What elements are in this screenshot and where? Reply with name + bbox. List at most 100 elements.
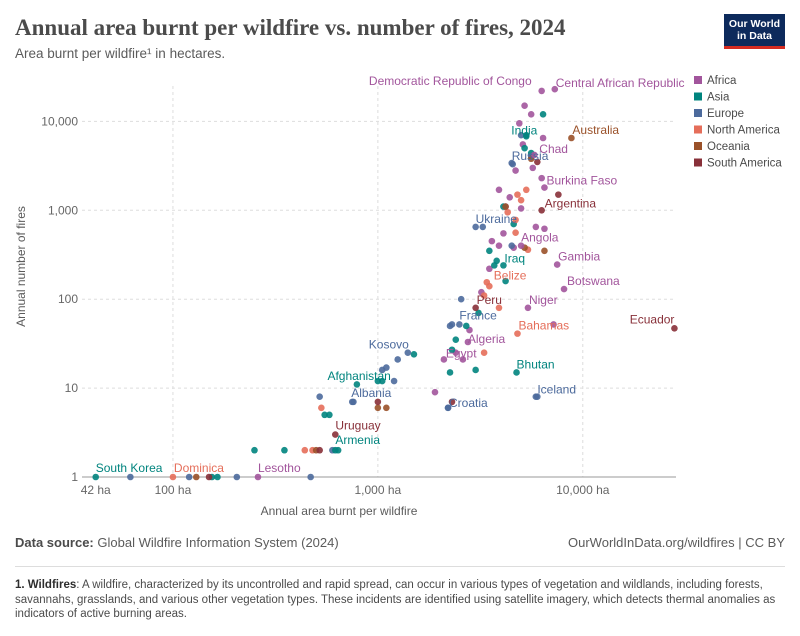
- data-point[interactable]: [457, 295, 465, 303]
- data-point[interactable]: [301, 446, 309, 454]
- data-point[interactable]: [321, 411, 328, 419]
- data-point[interactable]: [495, 242, 503, 249]
- data-point[interactable]: [534, 158, 541, 166]
- data-point[interactable]: [539, 134, 547, 142]
- legend-swatch[interactable]: [694, 76, 702, 84]
- data-point[interactable]: [486, 247, 493, 255]
- legend-label[interactable]: Europe: [707, 108, 744, 120]
- legend-swatch[interactable]: [694, 125, 702, 134]
- data-point[interactable]: [446, 369, 454, 376]
- data-point[interactable]: [506, 193, 514, 201]
- data-point[interactable]: [479, 223, 487, 231]
- data-point[interactable]: [281, 446, 288, 454]
- data-point[interactable]: [500, 262, 507, 269]
- data-point[interactable]: [185, 473, 193, 481]
- data-point[interactable]: [490, 262, 498, 269]
- data-point[interactable]: [671, 325, 678, 332]
- legend[interactable]: Africa Asia Europe North America Oceania Sout…: [694, 75, 782, 170]
- legend-label[interactable]: Africa: [707, 75, 737, 87]
- data-point[interactable]: [459, 356, 467, 363]
- data-point[interactable]: [521, 144, 528, 152]
- data-point[interactable]: [233, 473, 241, 481]
- data-point[interactable]: [495, 304, 503, 312]
- data-point[interactable]: [538, 174, 545, 182]
- data-point[interactable]: [448, 346, 456, 354]
- data-point[interactable]: [500, 230, 507, 237]
- data-point[interactable]: [307, 473, 314, 481]
- data-point[interactable]: [444, 404, 452, 412]
- legend-label[interactable]: South America: [707, 158, 782, 170]
- data-point[interactable]: [504, 208, 511, 216]
- data-point[interactable]: [512, 229, 519, 236]
- data-point[interactable]: [502, 277, 509, 285]
- data-point[interactable]: [541, 184, 548, 191]
- data-point[interactable]: [192, 473, 200, 481]
- data-point[interactable]: [541, 225, 548, 233]
- legend-swatch[interactable]: [694, 142, 702, 150]
- data-point[interactable]: [522, 132, 530, 140]
- data-point[interactable]: [529, 164, 537, 172]
- data-point[interactable]: [475, 309, 482, 317]
- data-point[interactable]: [508, 159, 516, 167]
- data-point[interactable]: [92, 473, 100, 481]
- data-point[interactable]: [378, 366, 386, 374]
- data-point[interactable]: [332, 446, 339, 454]
- data-point[interactable]: [374, 377, 382, 385]
- data-point[interactable]: [254, 473, 262, 481]
- data-point[interactable]: [431, 388, 439, 396]
- data-point[interactable]: [541, 247, 548, 255]
- legend-swatch[interactable]: [694, 158, 702, 167]
- data-point[interactable]: [513, 369, 520, 376]
- data-point[interactable]: [517, 205, 525, 212]
- data-point[interactable]: [514, 191, 521, 198]
- data-point[interactable]: [464, 338, 472, 346]
- legend-swatch[interactable]: [694, 109, 702, 117]
- data-point[interactable]: [517, 196, 525, 204]
- data-point[interactable]: [326, 411, 333, 419]
- data-point[interactable]: [169, 473, 177, 481]
- data-point[interactable]: [517, 131, 525, 139]
- data-point[interactable]: [410, 350, 418, 358]
- site-credit[interactable]: OurWorldInData.org/wildfires | CC BY: [568, 535, 785, 550]
- data-point[interactable]: [516, 120, 523, 127]
- data-point[interactable]: [480, 292, 488, 299]
- data-point[interactable]: [214, 473, 221, 481]
- data-point[interactable]: [555, 191, 562, 198]
- data-point[interactable]: [472, 366, 479, 374]
- data-point[interactable]: [448, 398, 456, 406]
- data-point[interactable]: [560, 285, 568, 293]
- data-point[interactable]: [483, 278, 491, 286]
- data-point[interactable]: [486, 265, 493, 273]
- data-point[interactable]: [316, 446, 323, 454]
- data-point[interactable]: [332, 431, 339, 438]
- data-point[interactable]: [318, 404, 325, 412]
- data-point[interactable]: [374, 404, 382, 412]
- data-point[interactable]: [512, 216, 519, 224]
- legend-label[interactable]: Asia: [707, 92, 730, 104]
- data-point[interactable]: [440, 356, 448, 363]
- data-point[interactable]: [514, 330, 521, 337]
- data-point[interactable]: [394, 356, 402, 363]
- data-point[interactable]: [521, 102, 528, 110]
- data-point[interactable]: [550, 321, 557, 328]
- data-point[interactable]: [456, 321, 463, 328]
- data-point[interactable]: [531, 151, 538, 159]
- data-point[interactable]: [472, 304, 479, 312]
- data-point[interactable]: [348, 398, 356, 406]
- data-point[interactable]: [551, 85, 559, 93]
- legend-label[interactable]: North America: [707, 125, 780, 137]
- data-point[interactable]: [538, 87, 545, 95]
- data-point[interactable]: [480, 349, 488, 357]
- data-point[interactable]: [404, 349, 412, 357]
- data-point[interactable]: [502, 203, 509, 210]
- data-point[interactable]: [517, 242, 525, 249]
- data-point[interactable]: [205, 473, 213, 481]
- data-point[interactable]: [390, 377, 398, 385]
- data-point[interactable]: [353, 381, 361, 388]
- data-point[interactable]: [488, 237, 496, 245]
- data-point[interactable]: [524, 304, 532, 312]
- data-point[interactable]: [534, 393, 541, 401]
- data-point[interactable]: [538, 206, 545, 214]
- data-point[interactable]: [527, 111, 535, 118]
- data-point[interactable]: [472, 223, 479, 231]
